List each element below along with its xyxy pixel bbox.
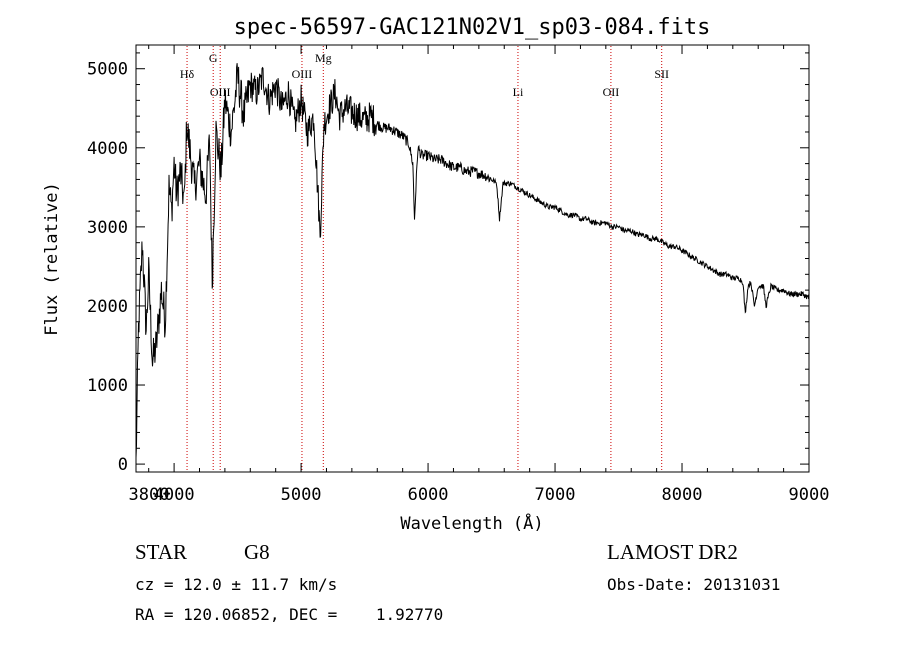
x-tick-label: 8000 — [662, 485, 703, 505]
spectrum-line — [135, 63, 810, 458]
x-tick-label: 5000 — [281, 485, 322, 505]
line-marker-label: Li — [513, 85, 524, 99]
x-axis-label: Wavelength (Å) — [400, 512, 543, 534]
chart-title: spec-56597-GAC121N02V1_sp03-084.fits — [234, 15, 711, 40]
y-tick-label: 0 — [118, 455, 128, 475]
y-axis-label: Flux (relative) — [42, 182, 62, 336]
plot-frame — [135, 44, 810, 473]
x-tick-label: 6000 — [408, 485, 449, 505]
y-tick-label: 1000 — [87, 376, 128, 396]
object-subclass: G8 — [244, 540, 270, 564]
x-tick-label: 7000 — [535, 485, 576, 505]
x-tick-label: 3800 — [129, 485, 170, 505]
line-marker-label: Hδ — [180, 67, 195, 81]
line-marker-label: SII — [654, 67, 669, 81]
survey-name: LAMOST DR2 — [607, 540, 738, 564]
spectrum-series — [135, 63, 810, 458]
line-marker-label: OIII — [292, 67, 313, 81]
line-marker-label: OIII — [210, 85, 231, 99]
coordinates-readout: RA = 120.06852, DEC = 1.92770 — [135, 605, 444, 624]
obs-date: Obs-Date: 20131031 — [607, 575, 781, 594]
line-marker-label: Mg — [315, 51, 332, 65]
line-marker-label: OII — [603, 85, 620, 99]
axis-ticks — [136, 45, 810, 472]
y-tick-label: 4000 — [87, 139, 128, 159]
object-class: STAR — [135, 540, 187, 564]
y-tick-label: 3000 — [87, 218, 128, 238]
x-tick-label: 4000 — [154, 485, 195, 505]
y-tick-label: 5000 — [87, 60, 128, 80]
x-tick-label: 9000 — [789, 485, 830, 505]
y-tick-label: 2000 — [87, 297, 128, 317]
redshift-readout: cz = 12.0 ± 11.7 km/s — [135, 575, 338, 594]
line-marker-label: G — [209, 51, 218, 65]
